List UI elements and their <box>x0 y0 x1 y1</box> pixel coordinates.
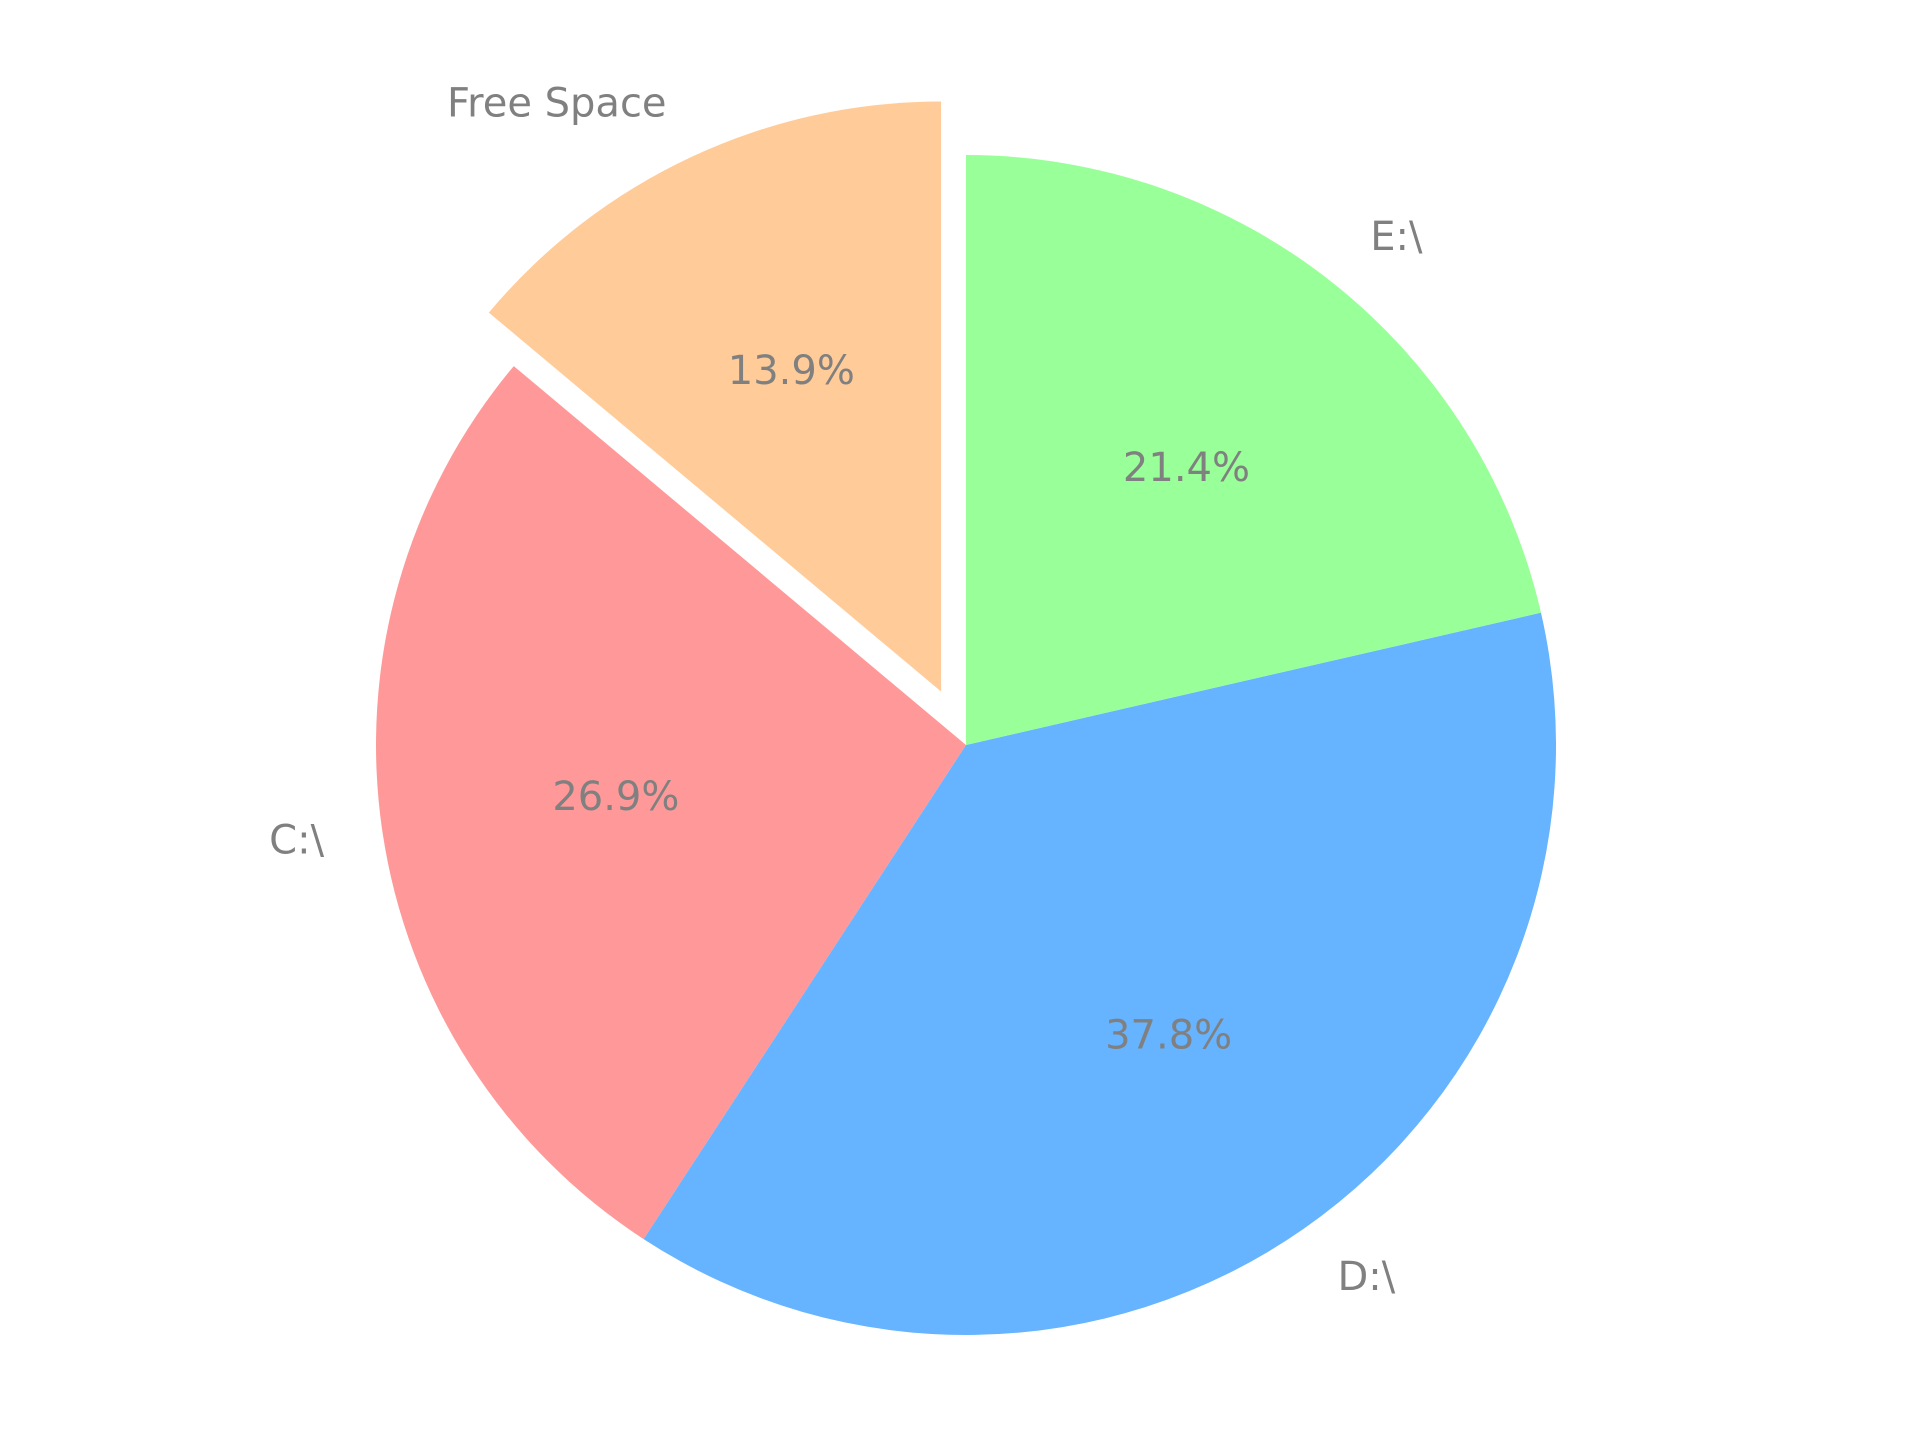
pie-category-label-free-space: Free Space <box>447 80 667 126</box>
pie-category-label-c: C:\ <box>269 817 324 863</box>
pie-pct-label-e: 21.4% <box>1123 445 1250 491</box>
pie-slice-free-space <box>488 101 942 692</box>
pie-category-label-e: E:\ <box>1370 214 1423 260</box>
pie-pct-label-c: 26.9% <box>552 774 679 820</box>
pie-slice-d <box>643 612 1556 1335</box>
pie-pct-label-d: 37.8% <box>1105 1012 1232 1058</box>
pie-category-label-d: D:\ <box>1338 1254 1396 1300</box>
pie-slice-c <box>375 366 966 1240</box>
pie-pct-label-free-space: 13.9% <box>728 348 855 394</box>
slices-layer <box>375 101 1556 1335</box>
pie-slice-e <box>966 155 1541 745</box>
labels-layer: 13.9% Free Space 26.9% C:\ 37.8% D:\ 21.4% E:\ <box>269 80 1423 1300</box>
